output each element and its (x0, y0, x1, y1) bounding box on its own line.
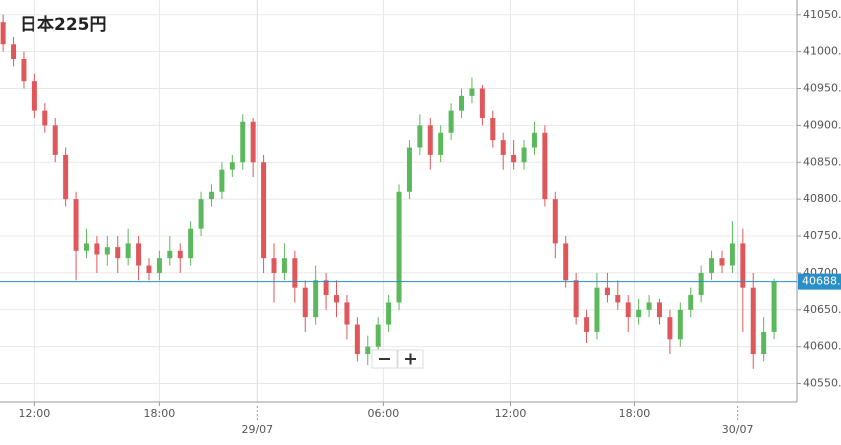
candle-body (448, 110, 454, 133)
candle-body (573, 280, 579, 318)
candle-body (542, 132, 548, 200)
candle-body (729, 243, 735, 266)
candle-body (323, 280, 329, 296)
candle-body (52, 125, 58, 155)
x-tick-label: 06:00 (368, 407, 400, 420)
candle-body (563, 243, 569, 281)
candle-body (177, 250, 183, 259)
y-tick-label: 40950.0 (803, 82, 841, 95)
zoom-controls (371, 349, 424, 369)
y-tick-label: 40900.0 (803, 118, 841, 131)
x-tick-label: 18:00 (144, 407, 176, 420)
candle-body (656, 302, 662, 318)
x-tick-label: 12:00 (19, 407, 51, 420)
candle-body (271, 258, 277, 273)
candle-body (250, 121, 256, 163)
candle-body (104, 247, 110, 255)
candle-body (365, 346, 371, 355)
y-tick-label: 40750.0 (803, 229, 841, 242)
candle-body (334, 295, 340, 303)
chart-title: 日本225円 (20, 14, 107, 35)
candle-body (719, 258, 725, 266)
candle-body (740, 243, 746, 288)
candle-body (125, 243, 131, 259)
candle-body (302, 287, 308, 318)
candle-body (479, 88, 485, 119)
candle-body (292, 258, 298, 288)
candle-body (500, 140, 506, 155)
candle-body (750, 287, 756, 355)
candle-body (636, 309, 642, 318)
candle-body (438, 132, 444, 155)
candle-body (136, 243, 142, 266)
candle-body (688, 295, 694, 310)
candle-body (31, 81, 37, 111)
candle-body (63, 154, 69, 200)
candle-body (490, 118, 496, 141)
candle-body (406, 147, 412, 192)
candle-body (313, 280, 319, 318)
y-tick-label: 40650.0 (803, 303, 841, 316)
candle-body (615, 295, 621, 303)
candle-body (604, 287, 610, 296)
candle-body (344, 302, 350, 325)
last-price-label: 40688.2 (802, 275, 841, 288)
date-tick-label: 30/07 (722, 423, 754, 436)
candle-body (552, 199, 558, 244)
candle-body (354, 324, 360, 355)
candle-body (417, 125, 423, 148)
x-tick-label: 12:00 (495, 407, 527, 420)
candle-body (625, 302, 631, 318)
candle-body (396, 191, 402, 303)
candle-body (167, 250, 173, 259)
candle-body (386, 302, 392, 325)
candle-body (761, 331, 767, 355)
candle-body (677, 309, 683, 340)
candle-body (459, 95, 465, 111)
candle-body (261, 162, 267, 259)
candle-body (219, 169, 225, 192)
candle-body (188, 228, 194, 259)
candle-body (646, 302, 652, 310)
y-tick-label: 40550.0 (803, 377, 841, 390)
y-tick-label: 40850.0 (803, 155, 841, 168)
candle-body (11, 44, 17, 60)
candle-body (83, 243, 89, 251)
candle-body (115, 247, 121, 259)
candle-body (240, 121, 246, 163)
candle-body (42, 110, 48, 126)
candle-body (375, 324, 381, 347)
candle-body (156, 258, 162, 273)
date-tick-label: 29/07 (241, 423, 273, 436)
candle-body (73, 199, 79, 251)
candle-body (594, 287, 600, 332)
candle-body (229, 162, 235, 170)
candle-body (94, 243, 100, 255)
candle-body (771, 281, 777, 332)
candle-body (427, 125, 433, 155)
y-tick-label: 40800.0 (803, 192, 841, 205)
candle-body (146, 265, 152, 273)
candle-body (469, 88, 475, 96)
y-tick-label: 40600.0 (803, 340, 841, 353)
candle-body (698, 272, 704, 296)
candle-body (531, 132, 537, 148)
y-tick-label: 41050.0 (803, 8, 841, 21)
candle-body (281, 258, 287, 273)
candle-body (667, 317, 673, 340)
candle-body (709, 258, 715, 273)
x-tick-label: 18:00 (619, 407, 651, 420)
candle-body (0, 22, 6, 45)
y-tick-label: 41000.0 (803, 45, 841, 58)
candle-body (584, 317, 590, 332)
candle-body (511, 154, 517, 163)
candle-body (198, 199, 204, 229)
candle-body (21, 59, 27, 82)
candle-body (208, 191, 214, 200)
candle-body (521, 147, 527, 163)
last-price-box (798, 273, 841, 290)
